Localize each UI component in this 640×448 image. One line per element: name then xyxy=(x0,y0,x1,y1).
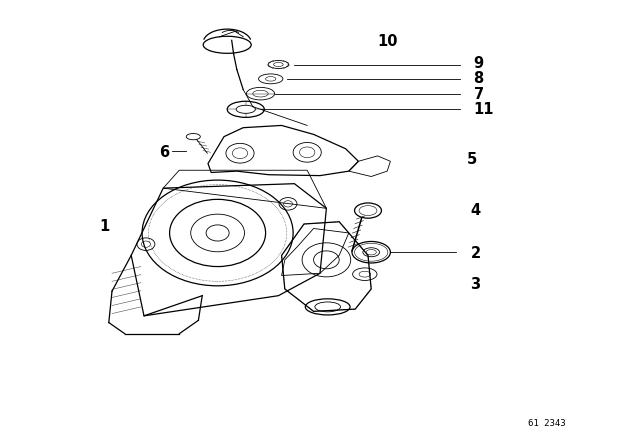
Text: 5: 5 xyxy=(467,151,477,167)
Text: 8: 8 xyxy=(474,71,484,86)
Text: 4: 4 xyxy=(470,203,481,218)
Text: 10: 10 xyxy=(378,34,398,49)
Text: 9: 9 xyxy=(474,56,484,71)
Text: 11: 11 xyxy=(474,102,494,117)
Text: 1: 1 xyxy=(99,219,109,234)
Text: 6: 6 xyxy=(159,145,169,160)
Text: 7: 7 xyxy=(474,86,484,102)
Text: 2: 2 xyxy=(470,246,481,261)
Text: 3: 3 xyxy=(470,277,481,292)
Text: 61 2343: 61 2343 xyxy=(529,419,566,428)
